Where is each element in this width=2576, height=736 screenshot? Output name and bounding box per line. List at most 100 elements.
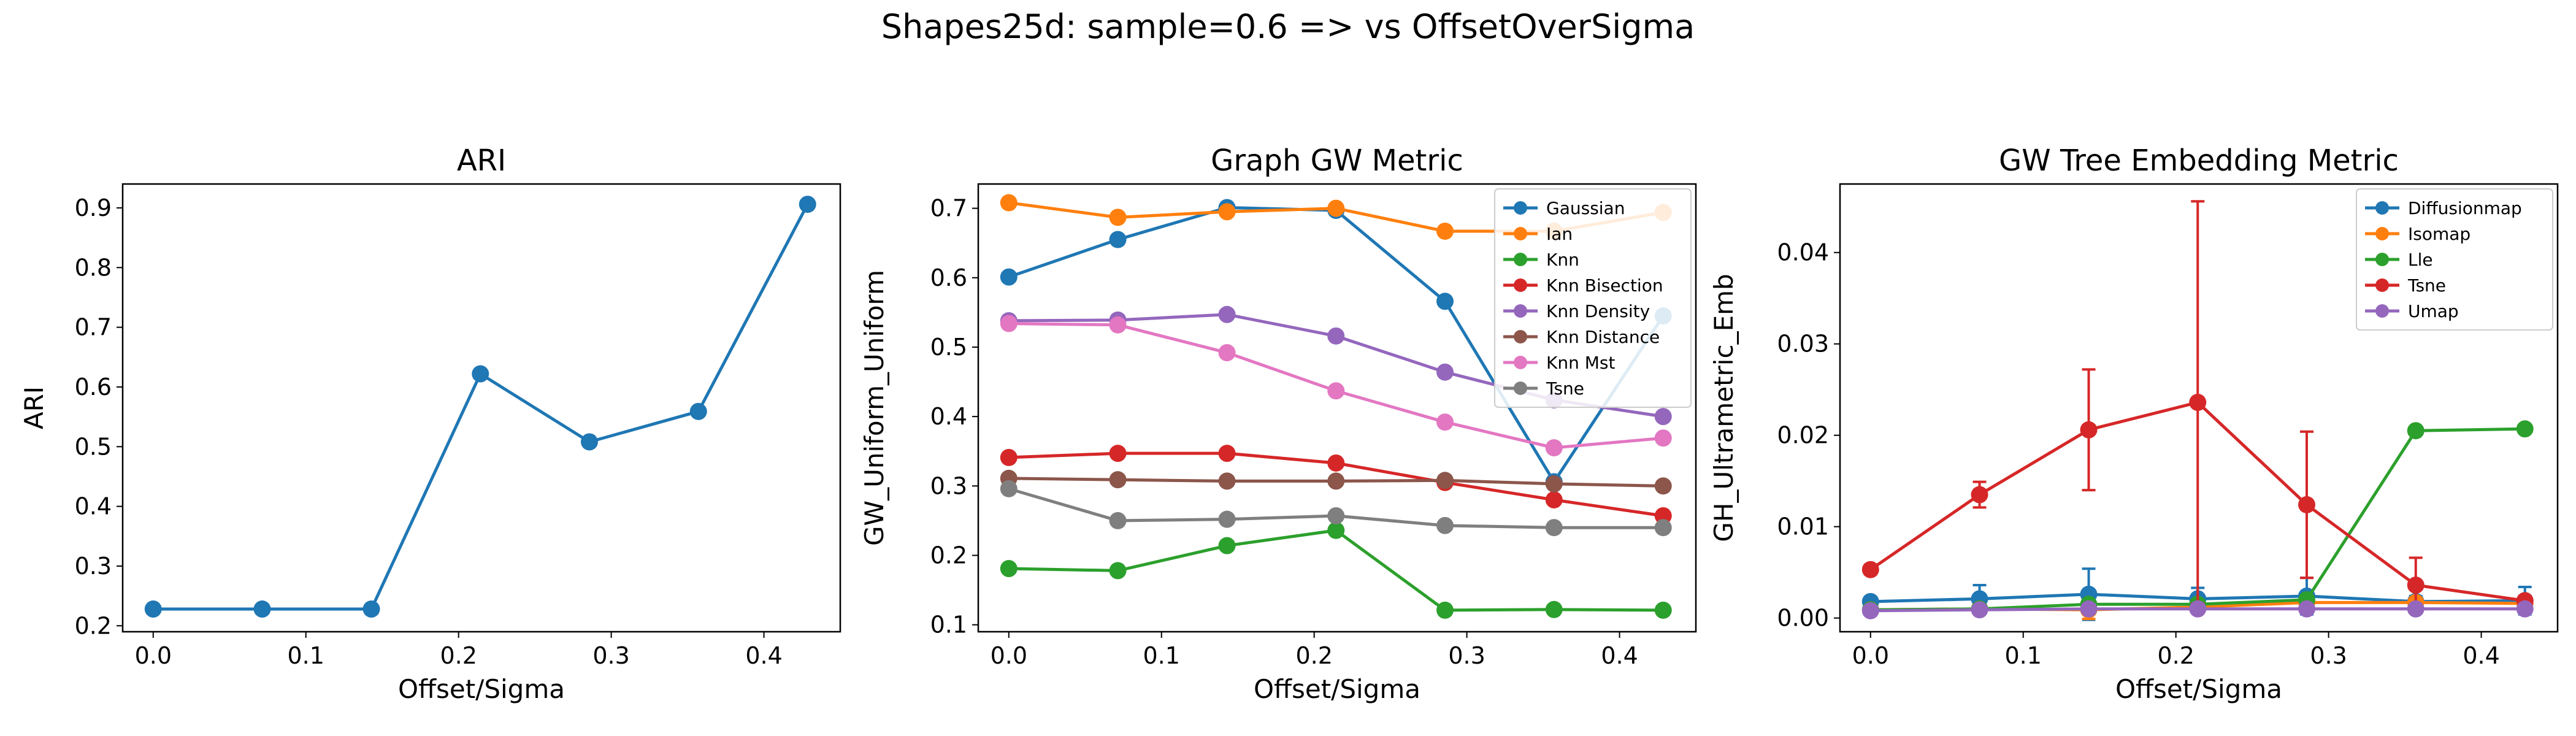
legend: Diffusionmap Isomap Lle Tsne Umap bbox=[2356, 188, 2553, 331]
data-point bbox=[1436, 293, 1454, 310]
x-axis-label: Offset/Sigma bbox=[2115, 674, 2282, 704]
data-point bbox=[1654, 408, 1672, 426]
legend-label: Knn Distance bbox=[1546, 327, 1660, 347]
data-point bbox=[1436, 363, 1454, 381]
legend-item-knn-bisection: Knn Bisection bbox=[1503, 275, 1663, 296]
data-point bbox=[1218, 510, 1236, 528]
data-point bbox=[1000, 560, 1018, 578]
data-point bbox=[1654, 477, 1672, 495]
legend-label: Knn Density bbox=[1546, 301, 1650, 321]
data-point bbox=[1436, 222, 1454, 240]
data-point bbox=[1218, 472, 1236, 490]
legend-label: Knn Bisection bbox=[1546, 275, 1663, 296]
y-tick-label: 0.04 bbox=[1777, 239, 1829, 266]
y-tick-label: 0.6 bbox=[930, 264, 967, 291]
series-knn bbox=[1000, 521, 1672, 619]
data-point bbox=[1654, 601, 1672, 619]
data-point bbox=[1436, 516, 1454, 534]
legend-label: Ian bbox=[1546, 224, 1573, 244]
legend-item-gaussian: Gaussian bbox=[1503, 198, 1625, 218]
data-point bbox=[1545, 491, 1563, 508]
data-point bbox=[1327, 382, 1345, 400]
panel-ari: ARI 0.0 0.1 0.2 0.3 0.4 0.2 0.3 0.4 0.5 0.6 0.7 0.8 0… bbox=[19, 144, 841, 704]
axes-frame bbox=[1839, 183, 2559, 633]
data-point bbox=[1971, 486, 1988, 504]
y-tick-label: 0.00 bbox=[1777, 605, 1829, 632]
data-point bbox=[1545, 439, 1563, 457]
y-axis-label: GH_Ultrametric_Emb bbox=[1709, 274, 1739, 542]
data-point bbox=[1327, 472, 1345, 490]
x-axis-label: Offset/Sigma bbox=[1254, 674, 1420, 704]
legend-marker bbox=[1514, 278, 1527, 292]
data-point bbox=[689, 402, 707, 420]
x-axis-label: Offset/Sigma bbox=[398, 674, 565, 704]
y-tick-label: 0.9 bbox=[75, 194, 112, 221]
legend-label: Tsne bbox=[2407, 275, 2446, 296]
legend-item-ian: Ian bbox=[1503, 224, 1573, 244]
data-point bbox=[1218, 305, 1236, 323]
legend-marker bbox=[1514, 201, 1527, 215]
legend-marker bbox=[2375, 278, 2389, 292]
x-tick-label: 0.3 bbox=[592, 642, 629, 669]
data-point bbox=[1218, 344, 1236, 362]
x-tick-label: 0.1 bbox=[1143, 642, 1180, 669]
data-point bbox=[1000, 315, 1018, 332]
legend-item-lle: Lle bbox=[2365, 250, 2433, 270]
data-point bbox=[2080, 421, 2098, 439]
data-point bbox=[1327, 327, 1345, 345]
axes-frame bbox=[121, 183, 841, 633]
data-point bbox=[580, 433, 598, 451]
data-point bbox=[2516, 600, 2534, 618]
legend-marker bbox=[1514, 356, 1527, 369]
data-point bbox=[2407, 577, 2425, 594]
y-tick-label: 0.4 bbox=[930, 403, 967, 430]
legend-box bbox=[2356, 188, 2553, 331]
data-point bbox=[144, 600, 162, 618]
data-point bbox=[1545, 519, 1563, 537]
legend-marker bbox=[1514, 253, 1527, 266]
data-point bbox=[2516, 420, 2534, 438]
legend-marker bbox=[2375, 201, 2389, 215]
y-tick-label: 0.3 bbox=[75, 553, 112, 580]
y-tick-label: 0.03 bbox=[1777, 331, 1829, 358]
x-tick-label: 0.0 bbox=[135, 642, 172, 669]
legend-item-knn-density: Knn Density bbox=[1503, 301, 1650, 321]
data-point bbox=[1000, 448, 1018, 466]
data-point bbox=[1327, 507, 1345, 524]
data-point bbox=[799, 196, 816, 213]
data-point bbox=[1971, 601, 1988, 619]
data-point bbox=[1861, 602, 1879, 619]
x-tick-label: 0.4 bbox=[745, 642, 782, 669]
x-tick-label: 0.0 bbox=[1852, 642, 1889, 669]
legend-marker bbox=[1514, 381, 1527, 395]
data-point bbox=[1436, 472, 1454, 489]
data-point bbox=[1109, 445, 1127, 462]
y-tick-label: 0.6 bbox=[75, 374, 112, 401]
series-tsne bbox=[1861, 200, 2534, 614]
legend-item-knn-distance: Knn Distance bbox=[1503, 327, 1660, 347]
data-point bbox=[1861, 561, 1879, 578]
legend-label: Gaussian bbox=[1546, 198, 1625, 218]
x-tick-label: 0.3 bbox=[2310, 642, 2347, 669]
y-axis-label: GW_Uniform_Uniform bbox=[859, 270, 889, 546]
legend-item-isomap: Isomap bbox=[2365, 224, 2471, 244]
legend: Gaussian Ian Knn Knn Bisection Knn Density Kn… bbox=[1494, 188, 1692, 408]
legend-box bbox=[1494, 188, 1692, 408]
y-axis-label: ARI bbox=[19, 386, 49, 429]
x-tick-label: 0.4 bbox=[2463, 642, 2499, 669]
data-point bbox=[1109, 562, 1127, 580]
x-tick-label: 0.2 bbox=[1295, 642, 1332, 669]
data-point bbox=[1218, 537, 1236, 554]
x-tick-label: 0.2 bbox=[440, 642, 477, 669]
x-tick-label: 0.3 bbox=[1448, 642, 1485, 669]
legend-item-knn-mst: Knn Mst bbox=[1503, 353, 1616, 373]
data-point bbox=[1327, 199, 1345, 217]
panel-title: Graph GW Metric bbox=[1211, 144, 1463, 178]
legend-marker bbox=[1514, 330, 1527, 343]
data-point bbox=[1545, 475, 1563, 493]
legend-marker bbox=[2375, 253, 2389, 266]
data-point bbox=[1109, 512, 1127, 529]
legend-marker bbox=[1514, 304, 1527, 318]
legend-label: Diffusionmap bbox=[2408, 198, 2522, 218]
